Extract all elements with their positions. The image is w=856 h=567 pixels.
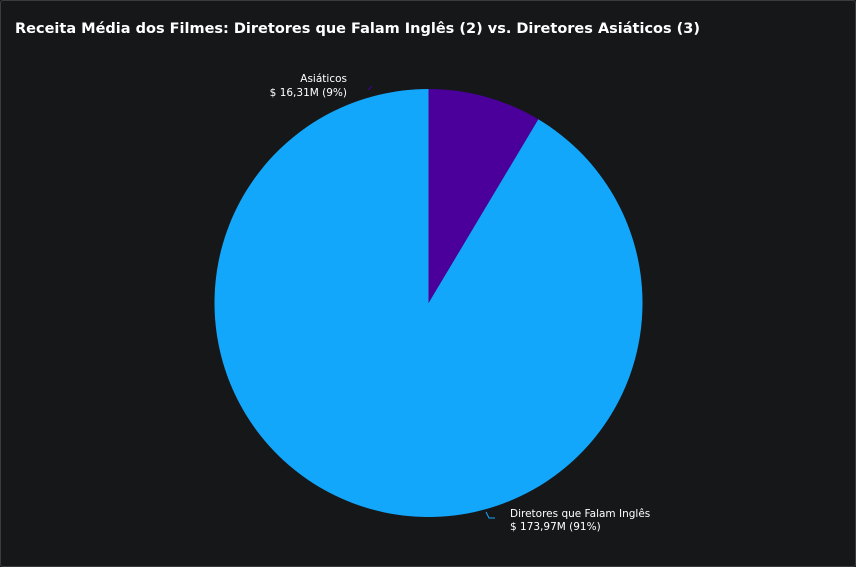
slice-value-label-1: $ 16,31M (9%) [270,87,347,99]
slice-value-label-0: $ 173,97M (91%) [510,521,601,533]
pie-slice-0[interactable] [214,89,643,518]
leader-line-1 [367,85,373,91]
slice-label-1: Asiáticos [300,73,347,85]
pie-slice-1[interactable] [428,89,539,303]
leader-line-0 [485,511,495,519]
slice-label-0: Diretores que Falam Inglês [510,508,650,520]
chart-title: Receita Média dos Filmes: Diretores que … [15,21,701,37]
